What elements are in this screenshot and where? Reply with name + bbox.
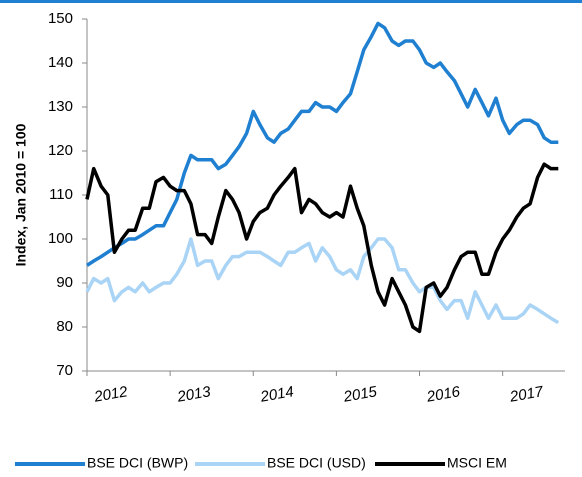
- y-tick-label: 120: [48, 142, 73, 159]
- x-tick-label: 2013: [175, 383, 212, 406]
- y-tick-label: 150: [48, 10, 73, 27]
- legend-label: MSCI EM: [447, 455, 507, 471]
- y-tick-label: 70: [56, 362, 73, 379]
- legend-label: BSE DCI (USD): [267, 455, 366, 471]
- y-tick-label: 100: [48, 230, 73, 247]
- y-tick-label: 90: [56, 274, 73, 291]
- series-line: [86, 21, 559, 267]
- top-border: [0, 0, 582, 3]
- y-tick-label: 140: [48, 54, 73, 71]
- y-tick-label: 80: [56, 318, 73, 335]
- x-tick-label: 2015: [341, 383, 378, 406]
- x-tick-label: 2017: [508, 383, 545, 406]
- x-tick-label: 2012: [92, 383, 129, 406]
- x-tick-label: 2016: [425, 383, 462, 406]
- x-tick-label: 2014: [258, 383, 295, 406]
- series-line: [85, 237, 560, 325]
- y-tick-label: 110: [49, 186, 73, 203]
- y-axis-label: Index, Jan 2010 = 100: [13, 123, 29, 266]
- y-tick-label: 130: [48, 98, 73, 115]
- series-line: [85, 162, 559, 334]
- legend-label: BSE DCI (BWP): [87, 455, 188, 471]
